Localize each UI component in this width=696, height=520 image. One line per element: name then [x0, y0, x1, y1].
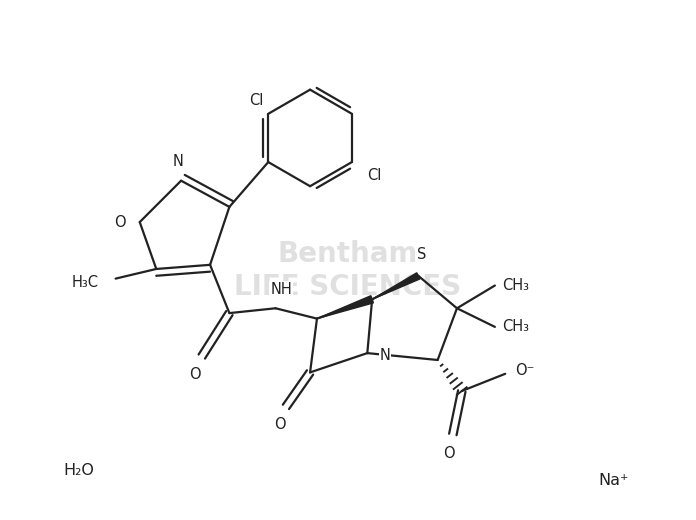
Text: H₃C: H₃C — [72, 275, 98, 290]
Text: CH₃: CH₃ — [502, 319, 529, 334]
Text: Cl: Cl — [367, 167, 381, 183]
Text: O: O — [114, 215, 126, 229]
Text: O: O — [189, 367, 200, 382]
Text: O: O — [443, 446, 455, 461]
Polygon shape — [372, 273, 420, 300]
Text: O: O — [275, 417, 286, 432]
Text: H₂O: H₂O — [63, 463, 95, 478]
Polygon shape — [317, 296, 373, 319]
Text: Bentham
LIFE SCIENCES: Bentham LIFE SCIENCES — [235, 240, 461, 301]
Text: NH: NH — [270, 281, 292, 296]
Text: O⁻: O⁻ — [516, 363, 535, 378]
Text: S: S — [417, 247, 427, 262]
Text: CH₃: CH₃ — [502, 278, 529, 293]
Text: N: N — [380, 348, 390, 363]
Text: N: N — [172, 154, 183, 169]
Text: Cl: Cl — [248, 93, 263, 108]
Text: Na⁺: Na⁺ — [599, 473, 628, 488]
